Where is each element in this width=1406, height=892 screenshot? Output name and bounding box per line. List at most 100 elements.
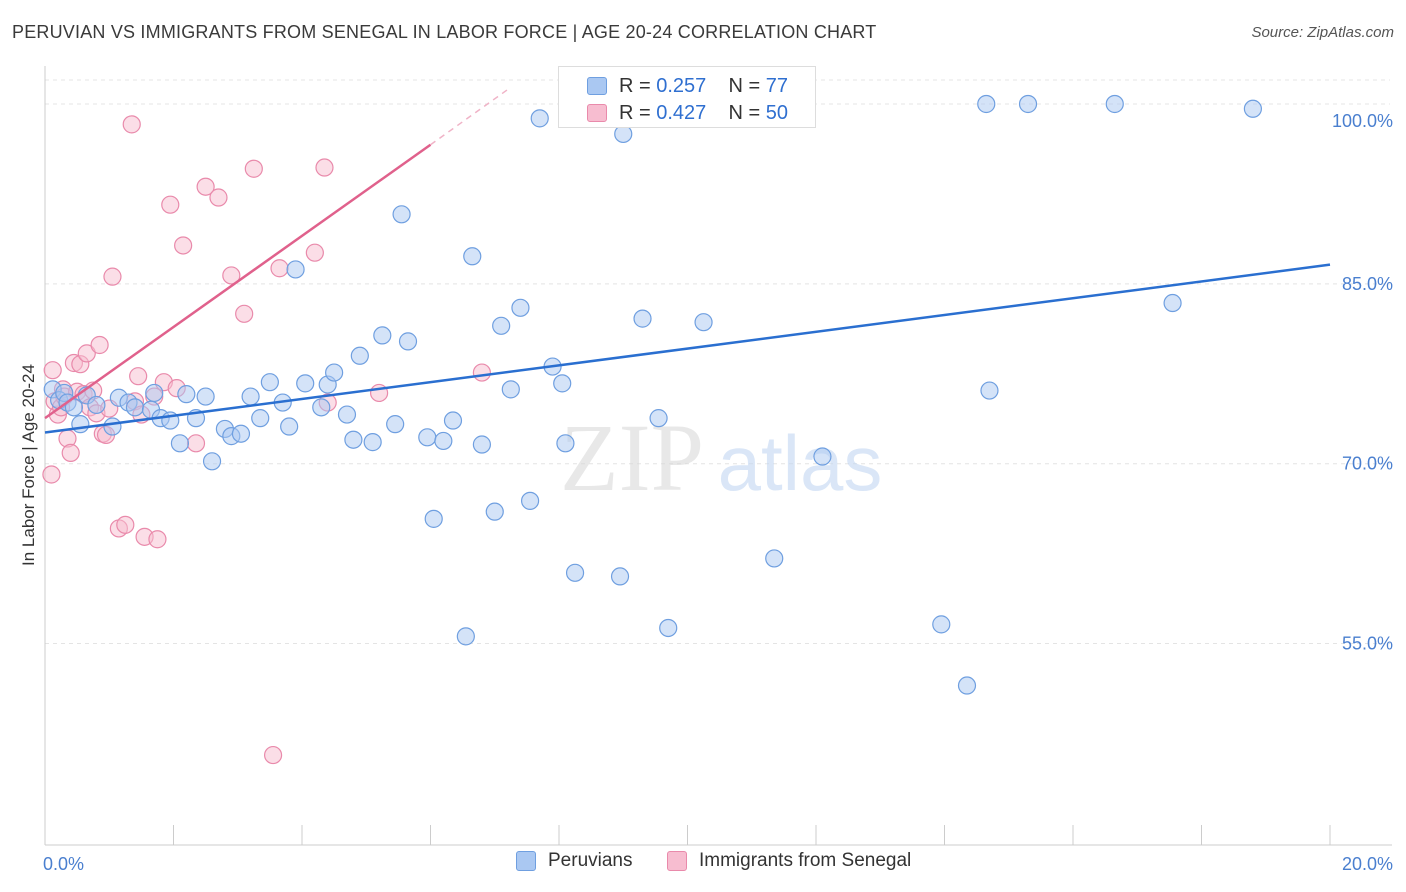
peruvian-point: [1163, 293, 1182, 313]
senegal-point: [43, 361, 62, 380]
y-tick-labels: 55.0% 70.0% 85.0% 100.0%: [1332, 111, 1393, 654]
peruvian-point: [957, 676, 977, 695]
source-label: Source: ZipAtlas.com: [1251, 24, 1394, 41]
peruvian-point: [125, 398, 145, 417]
peruvian-point: [398, 332, 418, 351]
watermark-atlas: atlas: [718, 419, 883, 507]
senegal-point: [174, 236, 193, 255]
peruvian-point: [373, 326, 392, 345]
peruvian-point: [177, 385, 196, 404]
peruvian-point: [202, 452, 222, 471]
legend-item-senegal[interactable]: Immigrants from Senegal: [667, 850, 911, 872]
legend-r-value: 0.257: [656, 74, 707, 97]
peruvian-point: [443, 411, 463, 430]
peruvian-point: [337, 405, 357, 424]
peruvian-point: [386, 415, 405, 434]
senegal-point: [263, 745, 283, 765]
legend-swatch-senegal: [667, 851, 687, 871]
legend-swatch-peruvians: [587, 77, 607, 95]
x-tick-label-max: 20.0%: [1342, 854, 1393, 874]
y-tick-label: 70.0%: [1342, 454, 1393, 474]
peruvian-point: [286, 260, 305, 279]
legend-text-senegal: R = 0.427 N = 50: [619, 102, 788, 125]
senegal-point: [235, 304, 254, 323]
axes: [44, 66, 1392, 846]
x-tick-label-min: 0.0%: [43, 854, 84, 874]
legend-swatch-peruvians: [516, 851, 536, 871]
legend-item-peruvians[interactable]: Peruvians: [516, 850, 633, 872]
legend-n-label: N =: [728, 74, 766, 97]
peruvian-point: [565, 563, 585, 582]
senegal-point: [186, 434, 206, 453]
trend-lines: [44, 88, 1331, 434]
peruvian-point: [813, 447, 832, 466]
peruvian-point: [649, 409, 668, 428]
peruvian-point: [1105, 94, 1124, 114]
peruvian-point: [556, 434, 575, 453]
peruvian-point: [196, 387, 215, 406]
legend-n-value: 50: [765, 101, 789, 124]
peruvian-point: [1018, 94, 1038, 114]
peruvian-point: [251, 409, 270, 428]
peruvian-point: [633, 309, 652, 328]
peruvian-point: [260, 373, 279, 392]
y-tick-label: 100.0%: [1332, 111, 1393, 131]
peruvian-point: [170, 434, 190, 453]
peruvian-point: [520, 491, 540, 510]
peruvian-point: [485, 502, 504, 521]
peruvian-point: [145, 383, 164, 403]
legend-label-senegal: Immigrants from Senegal: [699, 850, 912, 871]
legend-label-peruvians: Peruvians: [548, 850, 633, 871]
peruvian-point: [296, 374, 315, 393]
peruvian-point: [418, 428, 437, 447]
senegal-point: [116, 515, 135, 534]
legend-swatch-senegal: [587, 104, 607, 122]
senegal-point: [90, 335, 109, 355]
peruvian-point: [614, 124, 633, 144]
senegal-point: [315, 158, 334, 177]
peruvian-point: [71, 415, 90, 434]
legend-r-label: R =: [619, 101, 657, 124]
peruvian-point: [694, 313, 713, 332]
x-tick-labels: 0.0% 20.0%: [43, 854, 1393, 874]
senegal-point: [129, 367, 148, 386]
peruvian-point: [553, 374, 572, 393]
peruvian-point: [363, 433, 382, 452]
peruvian-point: [456, 627, 475, 646]
senegal-point: [122, 115, 141, 134]
peruvian-point: [241, 387, 260, 406]
peruvian-point: [350, 346, 369, 365]
senegal-point: [61, 443, 80, 463]
legend-n-label: N =: [728, 101, 766, 124]
senegal-point: [209, 188, 228, 207]
peruvian-point: [312, 398, 331, 417]
peruvian-point: [472, 435, 491, 454]
watermark-zip: ZIP: [560, 404, 704, 511]
peruvian-point: [492, 316, 511, 335]
peruvian-point: [231, 424, 251, 443]
senegal-point: [103, 267, 122, 286]
senegal-point: [305, 243, 324, 262]
peruvian-point: [977, 94, 996, 114]
senegal-point: [472, 363, 491, 382]
y-axis-label: In Labor Force | Age 20-24: [19, 364, 38, 566]
peruvian-point: [103, 417, 122, 436]
peruvian-point: [980, 381, 999, 400]
peruvian-point: [87, 395, 106, 415]
senegal-point: [270, 259, 289, 278]
peruvian-point: [932, 615, 951, 634]
senegal-trend-line: [44, 143, 432, 420]
peruvian-point: [424, 509, 443, 528]
peruvian-point: [501, 380, 520, 399]
senegal-point: [77, 344, 96, 363]
peruvian-point: [659, 618, 678, 638]
series-legend: Peruvians Immigrants from Senegal: [0, 850, 1406, 878]
series-peruvians-points: [43, 94, 1263, 695]
peruvian-point: [463, 247, 482, 266]
senegal-point: [42, 465, 61, 484]
senegal-point: [244, 159, 263, 178]
legend-r-label: R =: [619, 74, 657, 97]
legend-r-value: 0.427: [656, 101, 707, 124]
senegal-point: [161, 195, 180, 214]
legend-n-value: 77: [765, 74, 789, 97]
